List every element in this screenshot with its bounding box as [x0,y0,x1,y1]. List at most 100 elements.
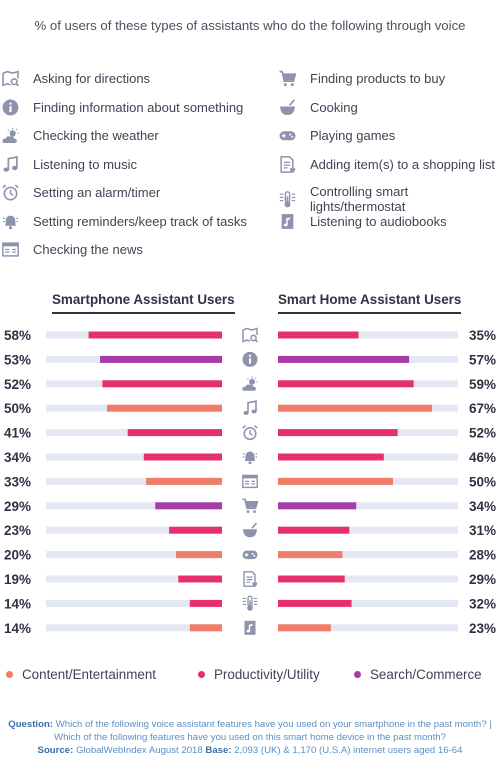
smart-home-value-label: 35% [469,328,496,343]
activity-label: Listening to audiobooks [310,213,447,229]
base-text: 2,093 (UK) & 1,170 (U.S.A) internet user… [234,745,463,756]
map-search-icon [2,70,19,87]
footnote: Question: Which of the following voice a… [0,718,500,757]
audiobook-icon [244,620,256,635]
smartphone-track [46,624,222,632]
smart-home-value-label: 67% [469,401,496,416]
smart-home-bar [278,599,352,607]
smart-home-bar [278,453,384,461]
smart-home-bar [278,404,433,412]
smartphone-value-label: 58% [4,328,31,343]
smartphone-track [46,599,222,607]
activity-label: Controlling smart lights/thermostat [310,184,409,214]
smart-home-bar [278,502,357,510]
smart-home-track [278,502,458,510]
thermostat-icon [242,595,258,611]
smart-home-value-label: 50% [469,474,496,489]
newspaper-icon [2,242,19,257]
smart-home-value-label: 29% [469,572,496,587]
smartphone-bar [189,624,222,632]
smartphone-bar [189,599,222,607]
legend-search-label: Search/Commerce [370,667,482,682]
alarm-clock-icon [242,425,258,441]
smart-home-bar [278,575,345,583]
thermostat-icon [279,190,296,207]
smart-home-value-label: 31% [469,523,496,538]
smartphone-value-label: 19% [4,572,31,587]
smartphone-value-label: 14% [4,621,31,636]
smartphone-value-label: 33% [4,474,31,489]
activity-label: Setting an alarm/timer [33,185,161,200]
music-note-icon [3,155,18,172]
smartphone-bar [176,551,222,559]
smart-home-value-label: 46% [469,450,496,465]
question-text: Which of the following voice assistant f… [54,719,492,743]
smartphone-section-title: Smartphone Assistant Users [52,292,235,314]
smart-home-track [278,575,458,583]
activity-legend-item: Finding products to buy [279,70,445,87]
map-search-icon [242,327,259,343]
smart-home-value-label: 23% [469,621,496,636]
activity-legend-item: Listening to music [2,155,138,173]
weather-icon [242,376,258,391]
music-note-icon [243,400,257,415]
activity-legend-item: Playing games [279,127,395,144]
smartphone-track [46,477,222,485]
cooking-pot-icon [243,522,258,538]
activity-label: Adding item(s) to a shopping list [310,156,495,172]
activity-label: Cooking [310,99,358,115]
smartphone-value-label: 50% [4,401,31,416]
smartphone-value-label: 23% [4,523,31,538]
activity-label: Playing games [310,128,396,143]
activity-label: Listening to music [33,156,138,172]
info-icon [2,99,19,115]
legend-search: Search/Commerce [354,667,482,682]
smart-home-section-title: Smart Home Assistant Users [278,292,462,314]
bell-icon [2,215,19,229]
smartphone-bar [169,526,222,534]
activity-legend-item: Adding item(s) to a shopping list [279,155,495,173]
chart-title: % of users of these types of assistants … [34,18,466,33]
legend-productivity-dot [198,671,205,678]
smart-home-bar [278,551,343,559]
smartphone-bar [146,477,222,485]
activity-legend-item: Controlling smart lights/thermostat [279,184,500,214]
activity-legend-item: Finding information about something [2,99,243,116]
legend-content: Content/Entertainment [6,667,156,682]
activity-legend-item: Checking the news [2,241,143,258]
activity-label: Finding information about something [33,99,244,115]
activity-legend-item: Setting reminders/keep track of tasks [2,213,247,230]
smart-home-value-label: 32% [469,596,496,611]
gamepad-icon [279,131,296,141]
legend-productivity-label: Productivity/Utility [214,667,320,682]
legend-productivity: Productivity/Utility [198,667,320,682]
smart-home-value-label: 59% [469,377,496,392]
smartphone-value-label: 20% [4,548,31,563]
activity-label: Asking for directions [33,71,151,86]
smartphone-value-label: 52% [4,377,31,392]
activity-label: Checking the weather [33,128,159,143]
shopping-cart-icon [242,498,259,513]
smart-home-value-label: 57% [469,352,496,367]
smartphone-track [46,502,222,510]
smartphone-bar [127,429,222,437]
smart-home-bar [278,624,331,632]
smartphone-value-label: 34% [4,450,31,465]
smartphone-bar [143,453,222,461]
audiobook-icon [281,213,294,229]
smartphone-value-label: 14% [4,596,31,611]
bar-chart: 58% 35% 53% 57% 52% 59% 50% 67% 41% 52% 34% 46% 33% 5… [4,327,496,636]
smart-home-bar [278,331,359,339]
smart-home-value-label: 34% [469,499,496,514]
smartphone-bar [107,404,222,412]
smartphone-bar [102,380,222,388]
smartphone-value-label: 41% [4,426,31,441]
shopping-list-icon [243,571,258,587]
weather-icon [2,127,19,143]
smartphone-value-label: 53% [4,352,31,367]
smart-home-value-label: 28% [469,548,496,563]
activity-legend-item: Setting an alarm/timer [2,184,160,201]
smart-home-bar [278,477,393,485]
smart-home-bar [278,380,414,388]
activity-legend-item: Asking for directions [2,70,150,87]
